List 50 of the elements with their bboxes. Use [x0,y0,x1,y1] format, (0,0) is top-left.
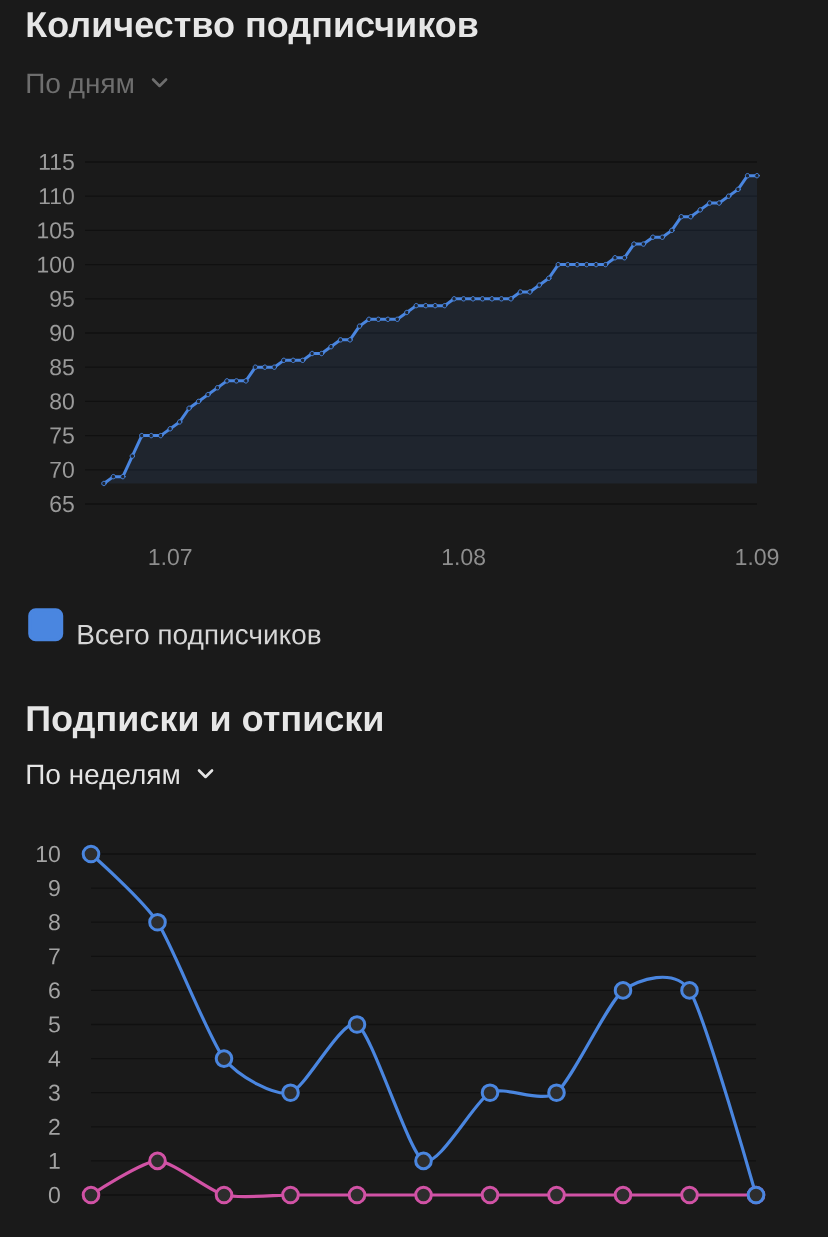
y-tick-label: 5 [48,1016,60,1033]
y-tick-label: 105 [38,222,74,239]
point [148,1151,167,1171]
y-tick-label: 1 [49,1152,60,1169]
y-tick-label: 75 [50,427,74,444]
point [547,1083,566,1102]
y-tick-label: 0 [48,1186,60,1204]
y-tick-label: 110 [39,188,74,205]
y-tick-label: 85 [50,359,74,376]
chart-subtitle: По дням [27,73,133,99]
x-tick-label: 1.09 [736,548,779,566]
point [347,1185,367,1205]
point [480,1083,500,1102]
y-tick-label: 90 [50,324,74,342]
x-tick-label: 1.07 [149,548,192,566]
point [214,1185,234,1205]
y-tick-label: 4 [48,1050,61,1067]
point [613,1185,633,1205]
point [148,912,167,932]
y-tick-label: 70 [50,461,74,478]
y-tick-label: 95 [50,290,74,307]
point [281,1185,300,1205]
point [214,1049,234,1068]
point [613,981,633,1000]
y-tick-label: 115 [39,153,74,171]
legend-label: Всего подписчиков [78,624,321,650]
point [480,1185,500,1205]
point [347,1015,367,1034]
point [680,1185,699,1205]
point [414,1185,433,1205]
y-tick-label: 100 [38,256,74,273]
y-tick-label: 3 [48,1084,60,1101]
x-tick-label: 1.08 [442,548,485,566]
point [81,844,101,864]
chart-title: Количество подписчиков [27,12,478,45]
y-tick-label: 8 [49,914,60,931]
chart-title: Подписки и отписки [27,706,382,739]
point [547,1185,566,1205]
point [81,1185,101,1205]
y-tick-label: 9 [49,879,60,897]
point [281,1083,300,1102]
y-tick-label: 10 [36,845,60,863]
y-tick-label: 6 [49,982,60,999]
point [680,981,699,1000]
y-tick-label: 2 [49,1118,60,1135]
chart-subtitle: По неделям [27,764,179,790]
y-tick-label: 80 [50,393,74,410]
point [414,1151,433,1171]
y-tick-label: 65 [50,495,74,513]
y-tick-label: 7 [49,948,60,965]
